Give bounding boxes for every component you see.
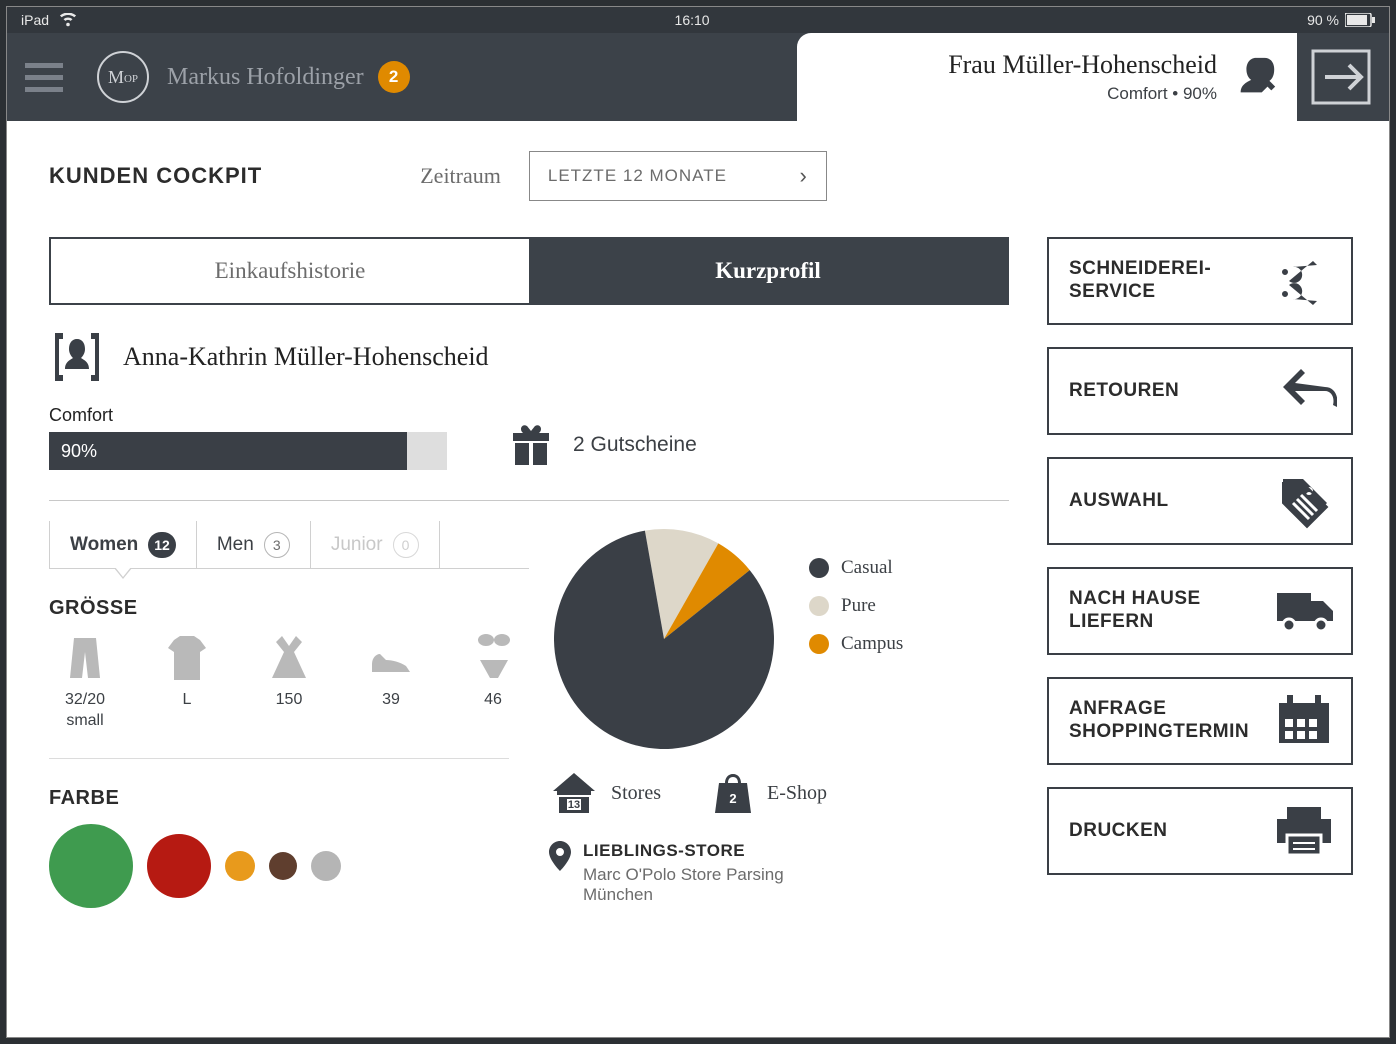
legend-campus: Campus [809, 633, 903, 655]
color-swatches [49, 824, 529, 908]
color-swatch [147, 834, 211, 898]
action-panel: SCHNEIDEREI-SERVICE RETOUREN AUSWAHL NACH H… [1047, 237, 1353, 908]
clock: 16:10 [675, 12, 710, 28]
customer-subtitle: Comfort • 90% [948, 84, 1217, 104]
action-truck[interactable]: NACH HAUSELIEFERN [1047, 567, 1353, 655]
svg-text:2: 2 [729, 791, 736, 806]
battery-text: 90 % [1307, 12, 1339, 28]
size-dress: 150 [253, 634, 325, 732]
legend-casual: Casual [809, 557, 903, 579]
profile-tabs: Einkaufshistorie Kurzprofil [49, 237, 1009, 305]
comfort-bar: 90% [49, 432, 447, 470]
period-select[interactable]: LETZTE 12 MONATE › [529, 151, 827, 201]
tab-profile[interactable]: Kurzprofil [529, 239, 1007, 303]
back-icon [1273, 363, 1337, 419]
size-tshirt: L [151, 634, 223, 732]
action-back[interactable]: RETOUREN [1047, 347, 1353, 435]
bag-icon: 2 [711, 771, 755, 815]
period-label: Zeitraum [420, 163, 501, 189]
thin-divider [49, 758, 509, 759]
profile-avatar-icon [49, 331, 105, 383]
brand-logo: MOP [97, 51, 149, 103]
avatar-icon [1233, 54, 1279, 100]
exit-icon [1311, 49, 1371, 105]
size-shoe: 39 [355, 634, 427, 732]
customer-tab[interactable]: Frau Müller-Hohenscheid Comfort • 90% [797, 33, 1297, 121]
legend-pure: Pure [809, 595, 903, 617]
comfort-bar-fill: 90% [49, 432, 407, 470]
top-bar: MOP Markus Hofoldinger 2 Frau Müller-Hoh… [7, 33, 1389, 121]
eshop-stat: 2 E-Shop [711, 771, 827, 815]
device-label: iPad [21, 12, 49, 28]
category-tab-junior[interactable]: Junior0 [310, 521, 440, 568]
action-tag[interactable]: AUSWAHL [1047, 457, 1353, 545]
pants-icon [62, 634, 108, 680]
staff-name: Markus Hofoldinger [167, 64, 364, 91]
notification-badge[interactable]: 2 [378, 61, 410, 93]
printer-icon [1273, 803, 1337, 859]
color-swatch [49, 824, 133, 908]
dress-icon [266, 634, 312, 680]
shoe-icon [368, 634, 414, 680]
sizes-row: 32/20small L 150 39 46 [49, 634, 529, 732]
tag-icon [1273, 473, 1337, 529]
battery-icon [1345, 13, 1375, 27]
segment-pie-chart [549, 521, 779, 751]
category-tab-women[interactable]: Women12 [49, 521, 196, 568]
svg-text:13: 13 [568, 799, 580, 811]
color-swatch [269, 852, 297, 880]
category-tabs: Women12Men3Junior0 [49, 521, 529, 569]
favorite-store: Marc O'Polo Store Parsing München [583, 865, 843, 905]
vouchers-text: 2 Gutscheine [573, 433, 697, 457]
customer-name: Frau Müller-Hohenscheid [948, 50, 1217, 80]
pin-icon [549, 841, 571, 871]
size-pants: 32/20small [49, 634, 121, 732]
content: KUNDEN COCKPIT Zeitraum LETZTE 12 MONATE… [7, 121, 1389, 1037]
truck-icon [1273, 583, 1337, 639]
page-title: KUNDEN COCKPIT [49, 163, 262, 189]
category-tab-men[interactable]: Men3 [196, 521, 310, 568]
action-calendar[interactable]: ANFRAGESHOPPINGTERMIN [1047, 677, 1353, 765]
chevron-right-icon: › [800, 163, 808, 189]
pie-legend: Casual Pure Campus [809, 557, 903, 655]
exit-button[interactable] [1307, 43, 1375, 111]
calendar-icon [1273, 693, 1337, 749]
profile-full-name: Anna-Kathrin Müller-Hohenscheid [123, 342, 489, 372]
color-swatch [311, 851, 341, 881]
bikini-icon [470, 634, 516, 680]
size-heading: GRÖSSE [49, 597, 529, 620]
gift-icon [507, 423, 555, 467]
size-bikini: 46 [457, 634, 529, 732]
action-scissors[interactable]: SCHNEIDEREI-SERVICE [1047, 237, 1353, 325]
color-swatch [225, 851, 255, 881]
tab-history[interactable]: Einkaufshistorie [51, 239, 529, 303]
favorite-heading: LIEBLINGS-STORE [583, 841, 843, 861]
scissors-icon [1273, 253, 1337, 309]
status-bar: iPad 16:10 90 % [7, 7, 1389, 33]
period-value: LETZTE 12 MONATE [548, 166, 727, 186]
action-printer[interactable]: DRUCKEN [1047, 787, 1353, 875]
comfort-label: Comfort [49, 405, 447, 426]
house-icon: 13 [549, 771, 599, 815]
stores-stat: 13 Stores [549, 771, 661, 815]
tshirt-icon [164, 634, 210, 680]
menu-button[interactable] [25, 63, 63, 92]
color-heading: FARBE [49, 787, 529, 810]
wifi-icon [59, 13, 77, 27]
divider [49, 500, 1009, 501]
